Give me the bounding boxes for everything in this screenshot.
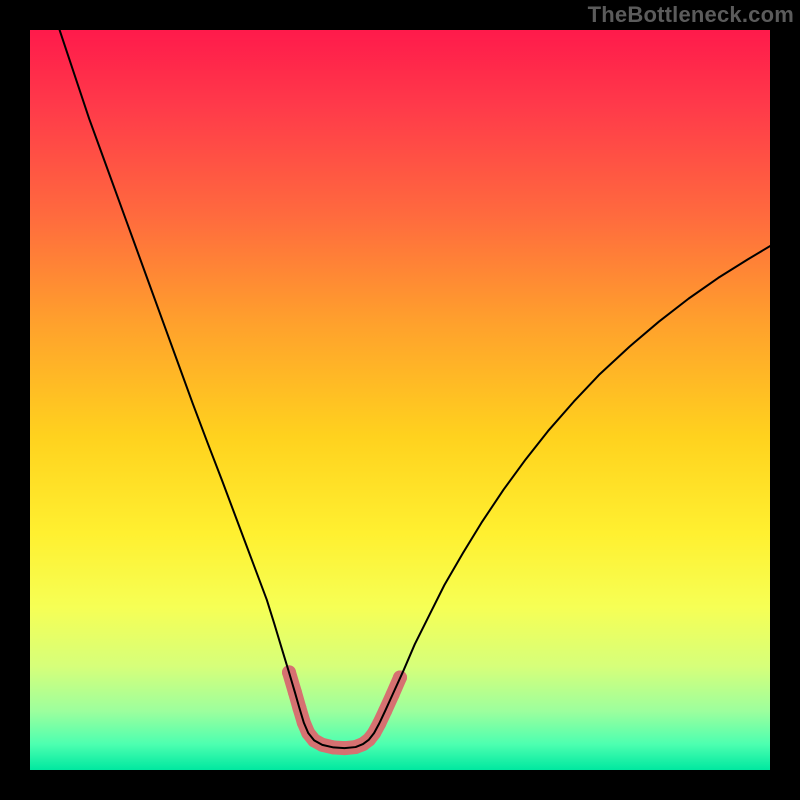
plot-area — [30, 30, 770, 770]
watermark-text: TheBottleneck.com — [588, 2, 794, 28]
chart-frame: TheBottleneck.com — [0, 0, 800, 800]
bottleneck-curve — [60, 30, 770, 748]
chart-svg — [30, 30, 770, 770]
